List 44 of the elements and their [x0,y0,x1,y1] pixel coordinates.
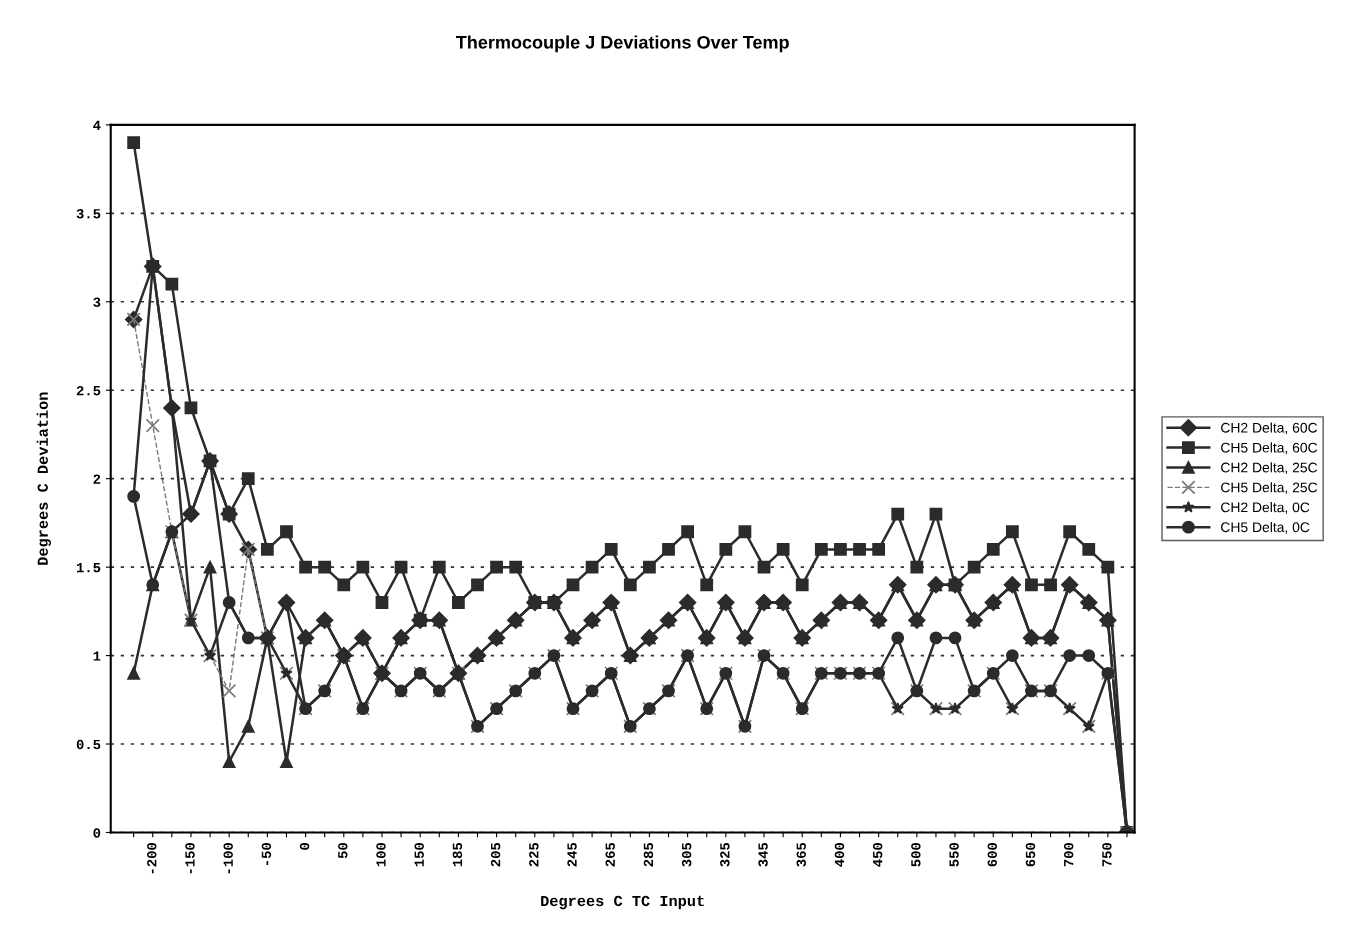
y-tick-label: 1.5 [76,563,101,573]
legend-label: CH5 Delta, 0C [1221,521,1310,534]
x-tick-label: 185 [452,842,463,867]
legend-label: CH5 Delta, 25C [1221,482,1318,494]
x-tick-label: 100 [376,843,386,867]
x-tick-label: -200 [147,843,157,874]
x-tick-label: 345 [758,842,768,867]
x-tick-label: 400 [834,843,845,867]
y-tick-label: 2.5 [76,385,101,396]
y-tick-label: 3 [93,297,101,307]
legend-label: CH5 Delta, 60C [1221,442,1318,455]
x-tick-label: -100 [223,843,233,874]
x-tick-label: 305 [681,842,692,867]
x-tick-label: 600 [987,843,997,867]
x-tick-label: 265 [605,842,615,867]
x-tick-label: 700 [1063,843,1074,867]
chart-title: Thermocouple J Deviations Over Temp [455,35,789,53]
x-tick-label: 50 [338,843,348,859]
x-tick-label: 225 [529,842,539,867]
y-tick-label: 0.5 [76,739,101,750]
legend-label: CH2 Delta, 0C [1221,502,1310,514]
x-tick-label: 750 [1102,843,1112,867]
x-tick-label: 245 [567,842,577,867]
legend-label: CH2 Delta, 60C [1221,422,1318,435]
x-tick-label: 550 [949,843,959,867]
y-axis-title: Degrees C Deviation [36,392,51,565]
x-tick-label: 650 [1025,843,1036,867]
x-tick-label: 150 [414,843,424,867]
x-tick-label: 205 [490,842,501,867]
x-tick-label: 0 [299,843,310,850]
y-tick-label: 2 [93,474,101,484]
x-tick-label: -50 [261,843,272,866]
y-tick-label: 3.5 [76,209,101,219]
y-tick-label: 4 [93,120,101,130]
y-tick-label: 1 [93,651,101,661]
x-tick-label: 365 [796,842,806,867]
y-tick-label: 0 [93,828,101,838]
x-tick-label: 500 [911,843,921,867]
x-tick-label: 325 [720,842,730,867]
x-axis-title: Degrees C TC Input [541,895,704,910]
x-tick-label: 450 [872,843,883,867]
legend-label: CH2 Delta, 25C [1221,462,1318,475]
x-tick-label: 285 [643,842,654,867]
x-tick-label: -150 [185,843,195,874]
